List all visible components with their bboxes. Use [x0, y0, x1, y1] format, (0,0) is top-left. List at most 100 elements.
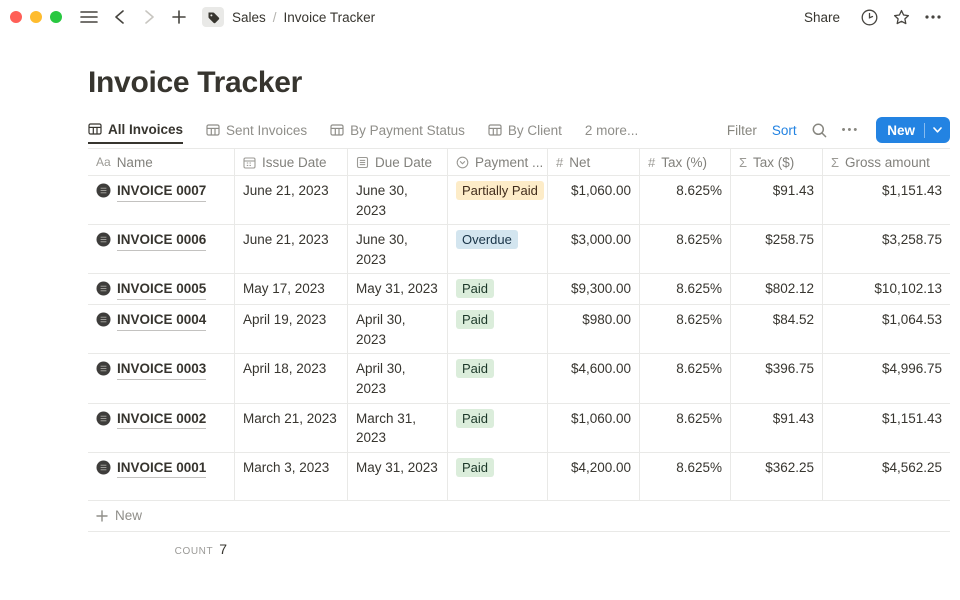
- cell-tax_usd[interactable]: $396.75: [731, 354, 823, 403]
- cell-issue_date[interactable]: May 17, 2023: [235, 274, 348, 305]
- cell-net[interactable]: $3,000.00: [548, 225, 640, 274]
- cell-issue_date[interactable]: April 19, 2023: [235, 305, 348, 354]
- breadcrumb-workspace[interactable]: Sales: [232, 9, 266, 25]
- cell-tax_usd[interactable]: $802.12: [731, 274, 823, 305]
- cell-gross[interactable]: $1,151.43: [881, 183, 942, 198]
- cell-name[interactable]: INVOICE 0002: [88, 403, 235, 452]
- cell-gross[interactable]: $1,064.53: [881, 312, 942, 328]
- cell-gross[interactable]: $4,996.75: [881, 361, 942, 377]
- traffic-light-zoom[interactable]: [50, 11, 62, 23]
- cell-due_date[interactable]: June 30, 2023: [348, 225, 448, 274]
- traffic-light-close[interactable]: [10, 11, 22, 23]
- cell-gross[interactable]: $10,102.13: [874, 281, 942, 297]
- invoice-page-link[interactable]: INVOICE 0006: [117, 230, 207, 251]
- cell-name[interactable]: INVOICE 0007: [88, 176, 235, 225]
- cell-payment_status[interactable]: Paid: [448, 403, 548, 452]
- tabs-overflow[interactable]: 2 more...: [584, 122, 639, 138]
- invoice-page-link[interactable]: INVOICE 0002: [117, 409, 207, 430]
- add-page-icon[interactable]: [166, 4, 192, 30]
- cell-name[interactable]: INVOICE 0006: [88, 225, 235, 274]
- cell-tax_pct[interactable]: 8.625%: [640, 225, 731, 274]
- search-icon[interactable]: [812, 123, 827, 138]
- cell-tax_usd[interactable]: $84.52: [731, 305, 823, 354]
- cell-payment_status[interactable]: Paid: [448, 452, 548, 500]
- share-button[interactable]: Share: [803, 9, 840, 25]
- cell-payment_status[interactable]: Paid: [448, 354, 548, 403]
- column-header-due_date[interactable]: Due Date: [348, 149, 448, 175]
- more-options-icon[interactable]: [920, 4, 946, 30]
- sort-button[interactable]: Sort: [771, 122, 797, 138]
- cell-net[interactable]: $1,060.00: [548, 176, 640, 225]
- cell-issue_date[interactable]: April 18, 2023: [235, 354, 348, 403]
- cell-due_date[interactable]: May 31, 2023: [348, 452, 448, 500]
- tab-by-payment-status[interactable]: By Payment Status: [330, 117, 465, 143]
- cell-issue_date[interactable]: June 21, 2023: [235, 176, 348, 225]
- cell-net[interactable]: $1,060.00: [548, 403, 640, 452]
- cell-due_date[interactable]: May 31, 2023: [348, 274, 448, 305]
- invoice-page-link[interactable]: INVOICE 0005: [117, 279, 207, 300]
- cell-gross[interactable]: $1,151.43: [881, 410, 942, 426]
- traffic-light-minimize[interactable]: [30, 11, 42, 23]
- cell-due_date[interactable]: March 31, 2023: [348, 403, 448, 452]
- cell-name[interactable]: INVOICE 0003: [88, 354, 235, 403]
- cell-net[interactable]: $4,200.00: [548, 452, 640, 500]
- chevron-down-icon[interactable]: [925, 127, 950, 133]
- sidebar-menu-icon[interactable]: [76, 4, 102, 30]
- new-button-label[interactable]: New: [887, 122, 915, 138]
- cell-net[interactable]: $980.00: [548, 305, 640, 354]
- column-header-tax_usd[interactable]: Σ Tax ($): [731, 149, 823, 175]
- cell-issue_date[interactable]: March 3, 2023: [235, 452, 348, 500]
- plus-icon: [96, 509, 108, 522]
- cell-due_date[interactable]: June 30, 2023: [348, 176, 448, 225]
- page-tag-icon[interactable]: [202, 7, 224, 27]
- tab-by-client[interactable]: By Client: [488, 117, 562, 143]
- cell-tax_pct[interactable]: 8.625%: [640, 305, 731, 354]
- cell-tax_pct[interactable]: 8.625%: [640, 274, 731, 305]
- cell-payment_status[interactable]: Overdue: [448, 225, 548, 274]
- cell-tax_pct[interactable]: 8.625%: [640, 176, 731, 225]
- favorite-star-icon[interactable]: [888, 4, 914, 30]
- cell-issue_date[interactable]: March 21, 2023: [235, 403, 348, 452]
- cell-payment_status[interactable]: Partially Paid: [448, 176, 548, 225]
- cell-gross[interactable]: $4,562.25: [881, 459, 942, 475]
- cell-tax_usd[interactable]: $91.43: [731, 176, 823, 225]
- cell-net[interactable]: $9,300.00: [548, 274, 640, 305]
- cell-net[interactable]: $4,600.00: [548, 354, 640, 403]
- column-header-payment_status[interactable]: Payment ...: [448, 149, 548, 175]
- nav-forward-icon[interactable]: [136, 4, 162, 30]
- cell-name[interactable]: INVOICE 0005: [88, 274, 235, 305]
- new-button[interactable]: New: [876, 117, 950, 143]
- clock-history-icon[interactable]: [856, 4, 882, 30]
- cell-tax_usd[interactable]: $91.43: [731, 403, 823, 452]
- filter-button[interactable]: Filter: [726, 122, 757, 138]
- cell-tax_pct[interactable]: 8.625%: [640, 354, 731, 403]
- cell-name[interactable]: INVOICE 0001: [88, 452, 235, 500]
- breadcrumb-page[interactable]: Invoice Tracker: [283, 9, 376, 25]
- cell-payment_status[interactable]: Paid: [448, 305, 548, 354]
- tab-sent-invoices[interactable]: Sent Invoices: [206, 117, 307, 143]
- invoice-page-link[interactable]: INVOICE 0003: [117, 359, 207, 380]
- invoice-page-link[interactable]: INVOICE 0004: [117, 310, 207, 331]
- cell-due_date[interactable]: April 30, 2023: [348, 305, 448, 354]
- cell-tax_pct[interactable]: 8.625%: [640, 403, 731, 452]
- column-header-gross[interactable]: Σ Gross amount: [823, 149, 950, 175]
- count-aggregate[interactable]: COUNT 7: [88, 532, 235, 557]
- invoice-page-link[interactable]: INVOICE 0001: [117, 458, 207, 479]
- cell-tax_usd[interactable]: $258.75: [731, 225, 823, 274]
- cell-due_date[interactable]: April 30, 2023: [348, 354, 448, 403]
- column-header-name[interactable]: Aa Name: [88, 149, 235, 175]
- cell-gross[interactable]: $3,258.75: [881, 232, 942, 248]
- column-header-net[interactable]: # Net: [548, 149, 640, 175]
- column-header-tax_pct[interactable]: # Tax (%): [640, 149, 731, 175]
- cell-name[interactable]: INVOICE 0004: [88, 305, 235, 354]
- nav-back-icon[interactable]: [106, 4, 132, 30]
- invoice-page-link[interactable]: INVOICE 0007: [117, 181, 207, 202]
- cell-payment_status[interactable]: Paid: [448, 274, 548, 305]
- cell-tax_pct[interactable]: 8.625%: [640, 452, 731, 500]
- column-header-issue_date[interactable]: Issue Date: [235, 149, 348, 175]
- add-row-button[interactable]: New: [88, 501, 950, 532]
- cell-issue_date[interactable]: June 21, 2023: [235, 225, 348, 274]
- cell-tax_usd[interactable]: $362.25: [731, 452, 823, 500]
- tab-all-invoices[interactable]: All Invoices: [88, 116, 184, 144]
- view-more-icon[interactable]: •••: [841, 124, 860, 136]
